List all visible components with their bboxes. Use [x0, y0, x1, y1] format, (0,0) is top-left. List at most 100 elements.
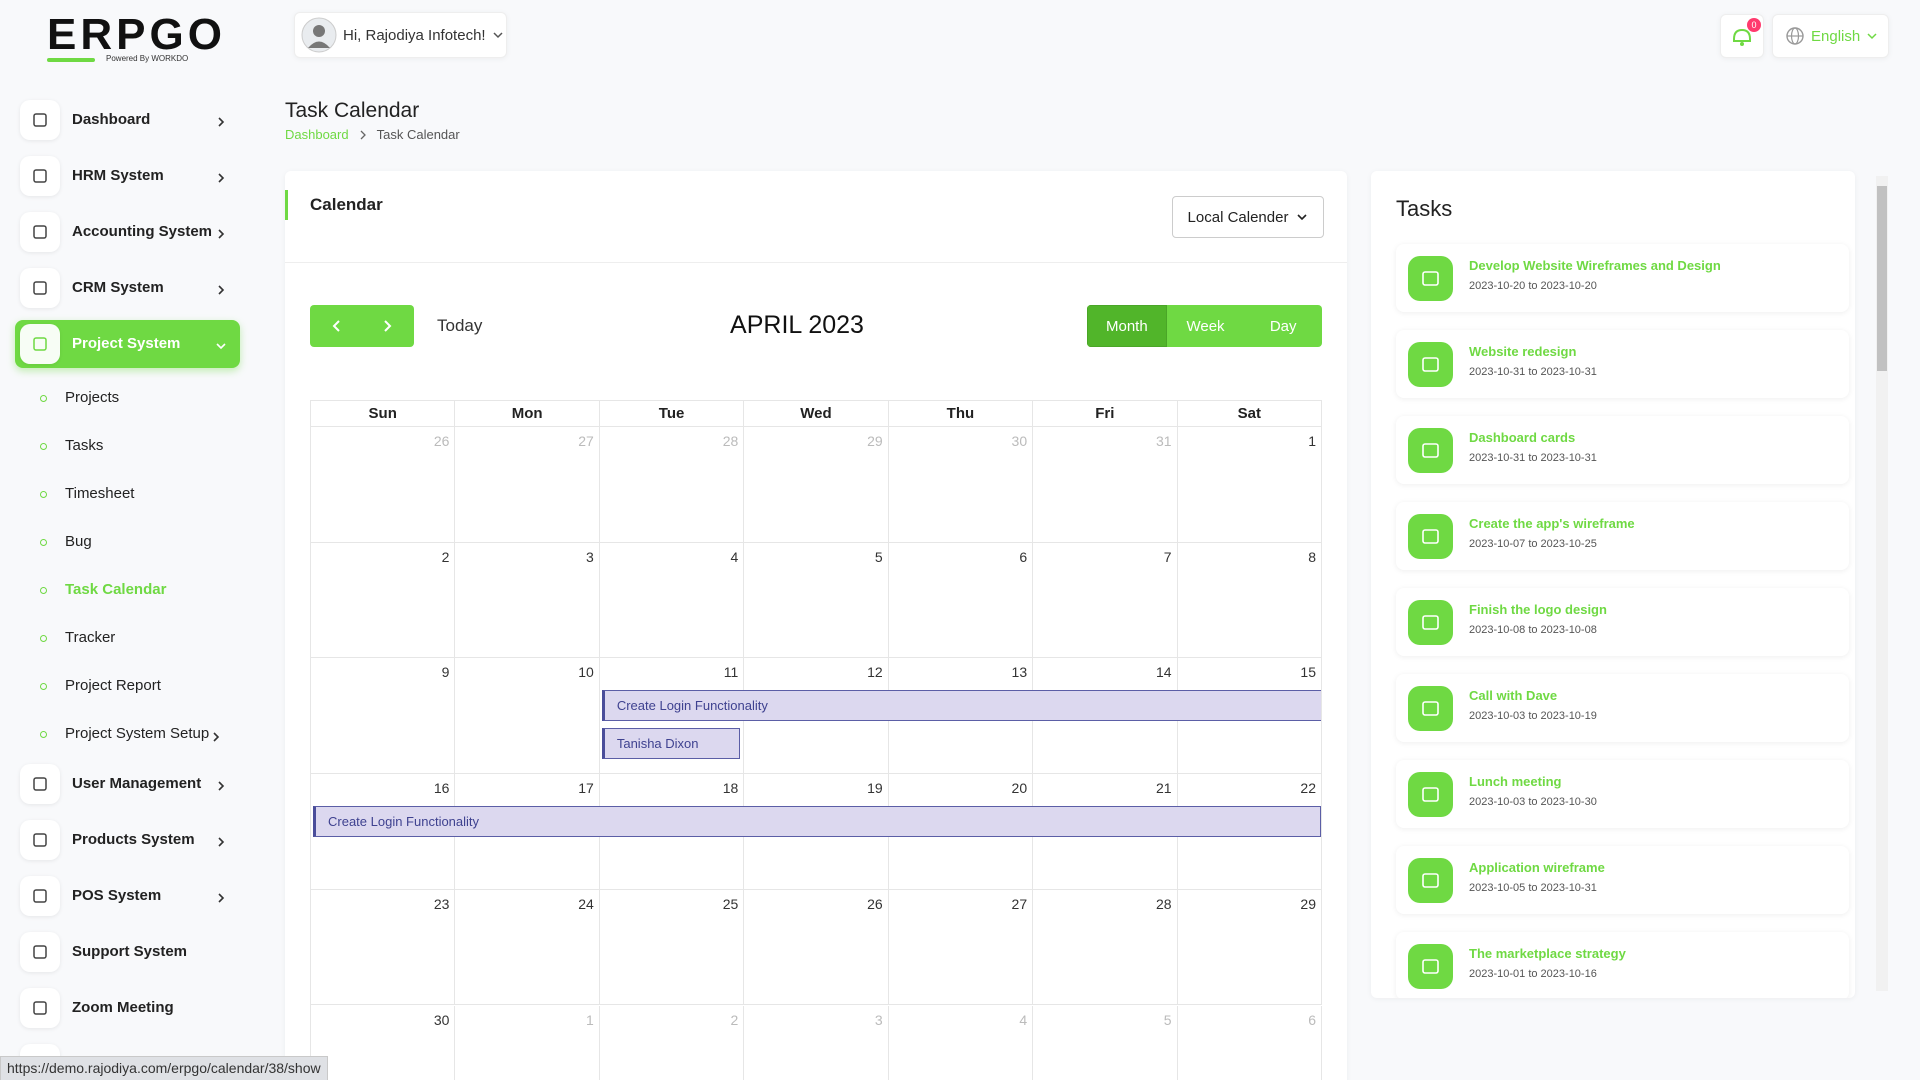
- day-number[interactable]: 21: [1155, 780, 1172, 797]
- day-number[interactable]: 15: [1300, 664, 1316, 681]
- submenu-label[interactable]: Project Report: [65, 677, 161, 694]
- day-cell[interactable]: [455, 1005, 600, 1080]
- day-cell[interactable]: [1177, 889, 1322, 1006]
- day-number[interactable]: 29: [867, 433, 883, 449]
- day-number[interactable]: 28: [1155, 895, 1172, 912]
- day-cell[interactable]: [1033, 1005, 1178, 1080]
- day-number[interactable]: 6: [1308, 1011, 1316, 1028]
- task-item[interactable]: Website redesign 2023-10-31 to 2023-10-31: [1396, 330, 1849, 398]
- day-number[interactable]: 3: [874, 1011, 883, 1028]
- day-cell[interactable]: [311, 889, 456, 1006]
- day-number[interactable]: 5: [1163, 1011, 1172, 1028]
- view-button[interactable]: Month: [1087, 305, 1167, 347]
- day-cell[interactable]: [1033, 889, 1178, 1006]
- day-number[interactable]: 19: [867, 780, 883, 797]
- day-number[interactable]: 9: [441, 664, 450, 681]
- menu-label[interactable]: Accounting System: [72, 223, 213, 240]
- task-item[interactable]: The marketplace strategy 2023-10-01 to 20…: [1396, 932, 1849, 998]
- day-number[interactable]: 5: [874, 548, 883, 565]
- day-number[interactable]: 27: [1011, 895, 1028, 912]
- day-cell[interactable]: [311, 427, 456, 543]
- day-number[interactable]: 25: [722, 895, 739, 912]
- day-cell[interactable]: [888, 542, 1034, 659]
- day-cell[interactable]: [599, 889, 745, 1006]
- day-number[interactable]: 18: [722, 780, 739, 797]
- day-number[interactable]: 12: [867, 664, 883, 681]
- day-number[interactable]: 4: [1019, 1011, 1028, 1028]
- day-number[interactable]: 16: [433, 780, 450, 797]
- day-cell[interactable]: [455, 889, 600, 1006]
- day-number[interactable]: 8: [1308, 548, 1316, 565]
- day-cell[interactable]: [744, 427, 889, 543]
- day-cell[interactable]: [744, 1005, 889, 1080]
- day-number[interactable]: 31: [1155, 433, 1172, 449]
- day-number[interactable]: 10: [578, 664, 594, 681]
- day-cell[interactable]: [311, 658, 456, 775]
- task-item[interactable]: Develop Website Wireframes and Design 202…: [1396, 244, 1849, 312]
- calendar-source-select[interactable]: Local Calender: [1172, 196, 1324, 238]
- today-button[interactable]: Today: [437, 316, 483, 335]
- day-cell[interactable]: [455, 658, 600, 775]
- day-cell[interactable]: [889, 1005, 1034, 1080]
- day-number[interactable]: 27: [578, 433, 594, 449]
- logo-brand[interactable]: ERPGO: [47, 10, 226, 59]
- task-item[interactable]: Create the app's wireframe 2023-10-07 to …: [1396, 502, 1849, 570]
- menu-label[interactable]: Dashboard: [72, 111, 151, 128]
- view-button[interactable]: Week: [1166, 305, 1245, 347]
- day-number[interactable]: 1: [1308, 433, 1316, 449]
- submenu-label[interactable]: Projects: [65, 389, 120, 406]
- day-cell[interactable]: [744, 542, 889, 659]
- day-number[interactable]: 11: [723, 664, 739, 681]
- day-cell[interactable]: [1177, 658, 1322, 775]
- day-number[interactable]: 30: [1011, 433, 1028, 449]
- user-menu[interactable]: Hi, Rajodiya Infotech!: [294, 12, 507, 58]
- submenu-label[interactable]: Project System Setup: [65, 725, 210, 742]
- day-number[interactable]: 13: [1011, 664, 1028, 681]
- task-item[interactable]: Dashboard cards 2023-10-31 to 2023-10-31: [1396, 416, 1849, 484]
- menu-label[interactable]: POS System: [72, 887, 162, 904]
- menu-label[interactable]: Products System: [72, 831, 195, 848]
- submenu-label[interactable]: Tasks: [65, 437, 104, 454]
- calendar-event[interactable]: Tanisha Dixon: [601, 728, 741, 760]
- day-cell[interactable]: [599, 427, 745, 543]
- task-item[interactable]: Finish the logo design 2023-10-08 to 2023…: [1396, 588, 1849, 656]
- day-number[interactable]: 4: [730, 548, 739, 565]
- day-cell[interactable]: [1177, 542, 1322, 659]
- menu-label[interactable]: User Management: [72, 775, 202, 792]
- calendar-event[interactable]: Create Login Functionality: [313, 806, 1321, 838]
- day-cell[interactable]: [311, 542, 456, 659]
- menu-label[interactable]: Project System: [72, 335, 181, 352]
- day-cell[interactable]: [599, 542, 745, 659]
- menu-label[interactable]: Zoom Meeting: [72, 999, 174, 1016]
- task-item[interactable]: Lunch meeting 2023-10-03 to 2023-10-30: [1396, 760, 1849, 828]
- day-number[interactable]: 17: [578, 780, 594, 797]
- day-number[interactable]: 24: [578, 895, 594, 912]
- day-number[interactable]: 26: [867, 895, 883, 912]
- day-cell[interactable]: [455, 427, 600, 543]
- day-cell[interactable]: [311, 1005, 456, 1080]
- day-number[interactable]: 3: [586, 548, 594, 565]
- day-cell[interactable]: [455, 542, 600, 659]
- next-button[interactable]: [362, 305, 414, 347]
- prev-button[interactable]: [310, 305, 362, 347]
- day-number[interactable]: 22: [1300, 780, 1316, 797]
- day-number[interactable]: 14: [1155, 664, 1172, 681]
- submenu-label[interactable]: Tracker: [65, 629, 116, 646]
- task-item[interactable]: Application wireframe 2023-10-05 to 2023-…: [1396, 846, 1849, 914]
- day-cell[interactable]: [744, 889, 889, 1006]
- day-cell[interactable]: [1178, 1005, 1322, 1080]
- menu-label[interactable]: CRM System: [72, 279, 164, 296]
- day-cell[interactable]: [888, 427, 1034, 543]
- day-cell[interactable]: [888, 889, 1034, 1006]
- day-number[interactable]: 2: [441, 548, 450, 565]
- calendar-event[interactable]: Create Login Functionality: [601, 690, 1321, 722]
- day-number[interactable]: 2: [730, 1011, 739, 1028]
- day-cell[interactable]: [1177, 427, 1322, 543]
- day-number[interactable]: 7: [1163, 548, 1172, 565]
- breadcrumb-link[interactable]: Dashboard: [285, 127, 349, 142]
- view-button[interactable]: Day: [1244, 305, 1322, 347]
- day-number[interactable]: 6: [1019, 548, 1028, 565]
- day-number[interactable]: 1: [586, 1011, 594, 1028]
- day-number[interactable]: 30: [433, 1011, 450, 1028]
- task-item[interactable]: Call with Dave 2023-10-03 to 2023-10-19: [1396, 674, 1849, 742]
